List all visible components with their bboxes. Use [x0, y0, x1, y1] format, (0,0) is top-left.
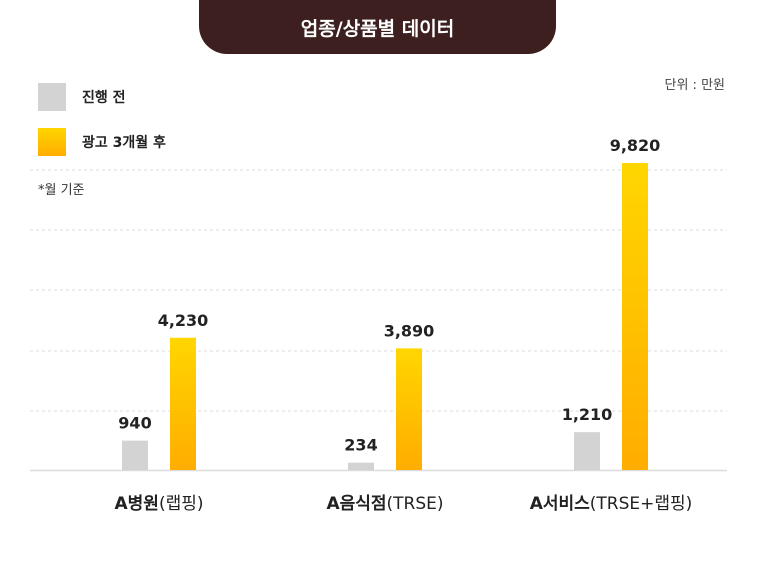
bar-before-1: [348, 462, 374, 470]
category-label-bold: A음식점: [326, 494, 386, 514]
bar-before-0: [122, 440, 148, 470]
category-label-normal: (랩핑): [159, 494, 204, 514]
legend-swatch-after: [38, 128, 66, 156]
category-label-0: A병원(랩핑): [115, 494, 204, 514]
value-label-before-2: 1,210: [562, 405, 613, 424]
category-label-normal: (TRSE): [387, 494, 444, 514]
value-label-after-2: 9,820: [610, 136, 661, 155]
legend-label-before: 진행 전: [82, 90, 126, 106]
bar-after-2: [622, 163, 648, 470]
legend-label-after: 광고 3개월 후: [82, 135, 166, 151]
bar-after-1: [396, 348, 422, 470]
value-label-after-0: 4,230: [158, 311, 209, 330]
value-label-after-1: 3,890: [384, 321, 435, 340]
bar-after-0: [170, 337, 196, 470]
category-label-bold: A병원: [115, 494, 159, 514]
legend-item-before: 진행 전: [38, 83, 126, 111]
value-label-before-0: 940: [118, 414, 151, 433]
value-label-before-1: 234: [344, 436, 377, 455]
chart-title: 업종/상품별 데이터: [199, 0, 556, 54]
category-label-1: A음식점(TRSE): [326, 494, 443, 514]
legend-swatch-before: [38, 83, 66, 111]
unit-label: 단위 : 만원: [664, 78, 726, 93]
bar-before-2: [574, 432, 600, 470]
category-label-normal: (TRSE+랩핑): [590, 494, 693, 514]
category-label-bold: A서비스: [530, 494, 590, 514]
category-label-2: A서비스(TRSE+랩핑): [530, 494, 693, 514]
note-monthly: *월 기준: [38, 183, 85, 198]
legend-item-after: 광고 3개월 후: [38, 128, 166, 156]
